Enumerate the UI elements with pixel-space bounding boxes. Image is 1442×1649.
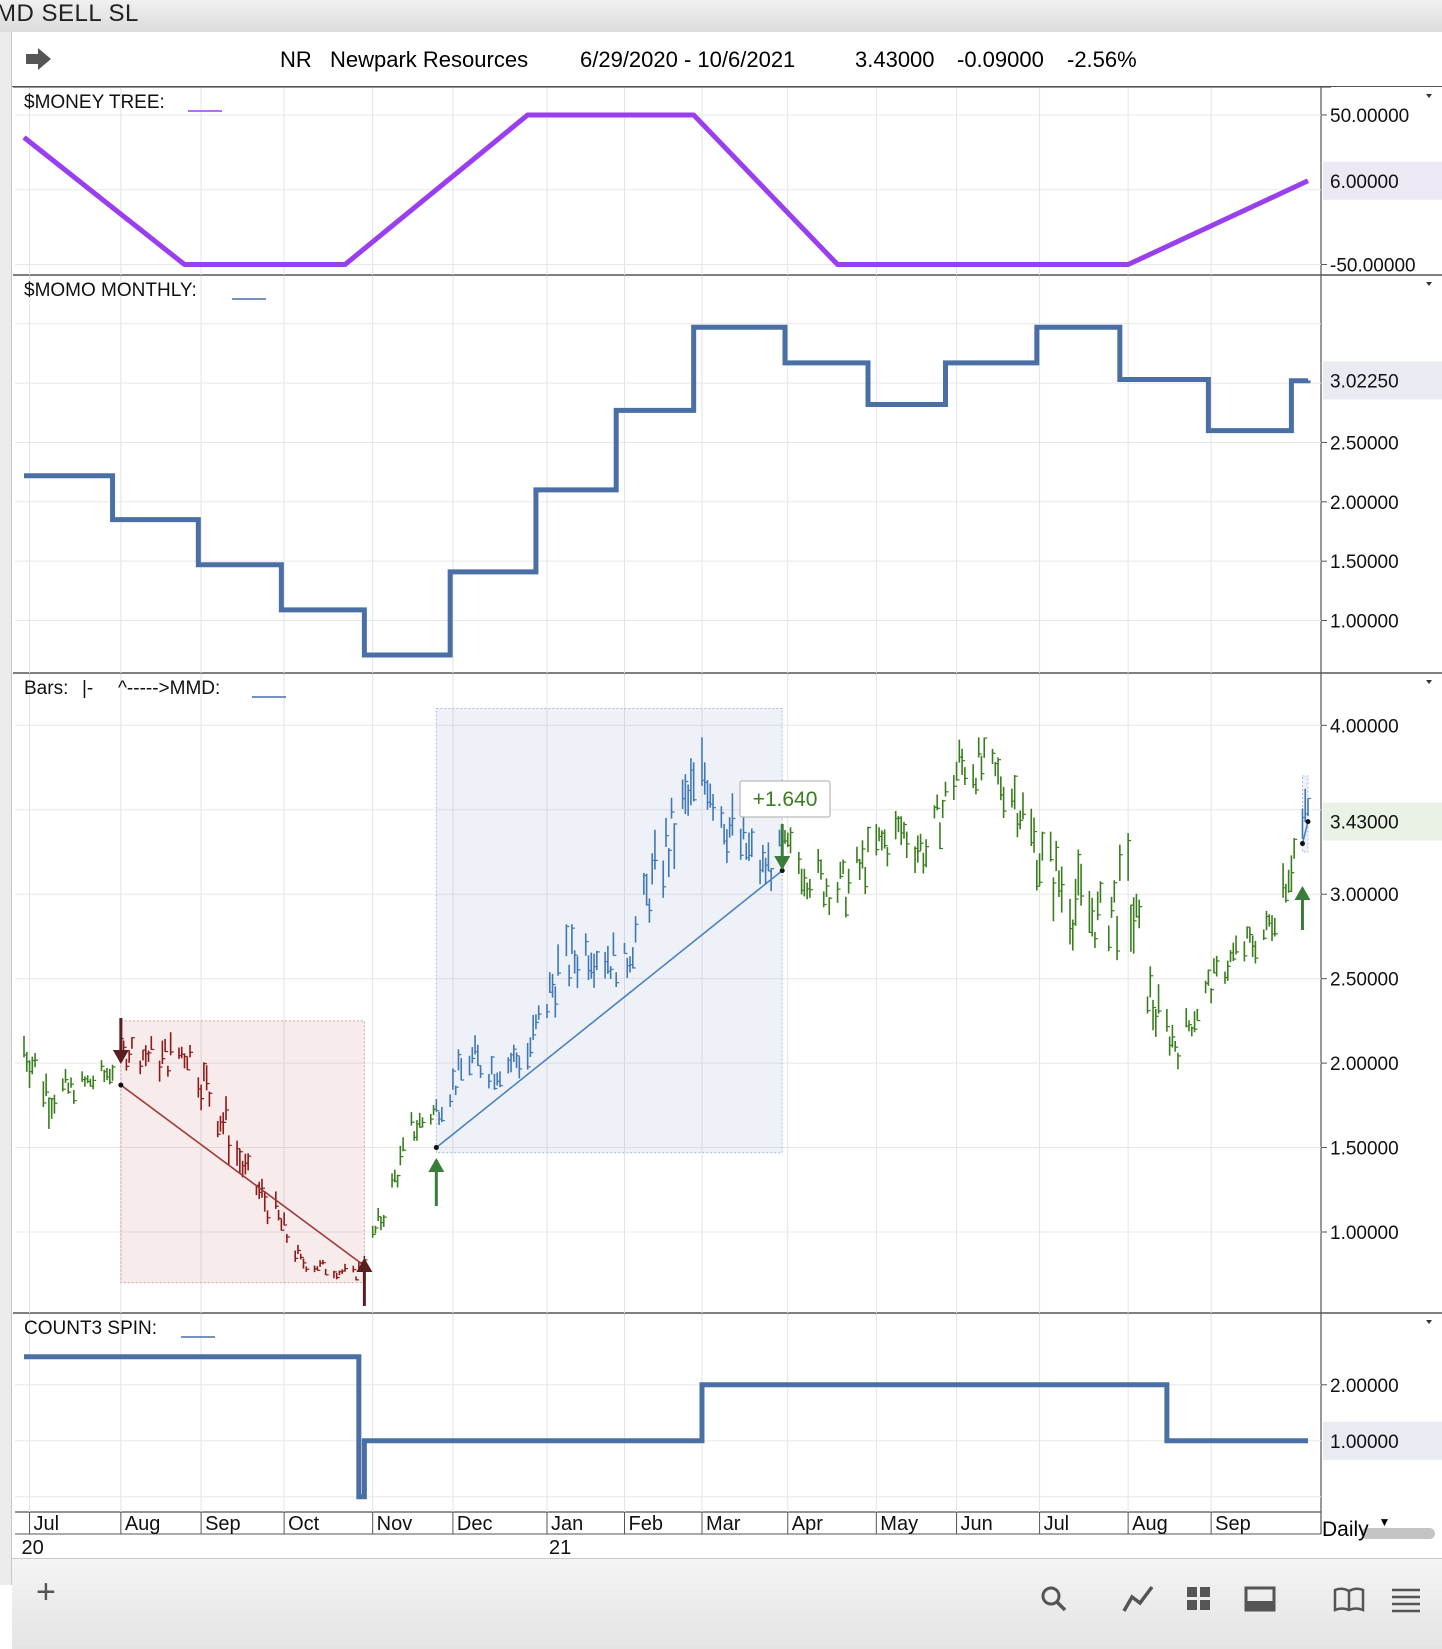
y-tick-label-momo: 2.00000 xyxy=(1330,493,1399,514)
current-value-label: 3.02250 xyxy=(1330,371,1399,392)
y-tick-label-bars: 4.00000 xyxy=(1330,716,1399,737)
x-tick-label: Apr xyxy=(792,1513,823,1535)
panel-menu-caret-icon[interactable] xyxy=(1426,282,1432,286)
search-icon[interactable] xyxy=(1040,1585,1068,1613)
gain-annotation: +1.640 xyxy=(739,780,831,818)
x-tick-label: Jul xyxy=(34,1513,60,1535)
x-year-label: 20 xyxy=(22,1537,44,1559)
period-label: Daily xyxy=(1322,1518,1369,1541)
y-tick-label-bars: 3.00000 xyxy=(1330,885,1399,906)
y-tick-label-momo: 2.50000 xyxy=(1330,433,1399,454)
forward-arrow-icon[interactable] xyxy=(24,46,54,72)
panel-title-money-tree: $MONEY TREE: xyxy=(24,92,165,113)
y-axes: 50.00000 -50.00000 2.50000 2.00000 1.50000 1.… xyxy=(1321,106,1442,1460)
header-symbol: NR xyxy=(280,47,312,72)
y-tick-label-count3: 2.00000 xyxy=(1330,1376,1399,1397)
panel-title-bars: Bars: xyxy=(24,678,68,699)
signal-arrow-head-up xyxy=(428,1158,445,1172)
header-change-pct: -2.56% xyxy=(1067,47,1137,72)
indicator-lines xyxy=(22,112,1311,1500)
current-value-badge xyxy=(1323,361,1442,400)
panel-menu-caret-icon[interactable] xyxy=(1426,94,1432,98)
menu-lines-icon[interactable] xyxy=(1390,1585,1422,1613)
panel-title-bars-suffix: |- xyxy=(82,678,93,699)
header-change: -0.09000 xyxy=(957,47,1044,72)
x-tick-label: May xyxy=(880,1513,918,1535)
x-tick-label: Aug xyxy=(125,1513,161,1535)
trade-boxes xyxy=(120,707,1309,1284)
line-chart-icon[interactable] xyxy=(1122,1585,1156,1613)
trade-line xyxy=(120,1084,365,1267)
panel-menu-caret-icon[interactable] xyxy=(1426,1320,1432,1324)
price-bars xyxy=(23,737,1311,1281)
x-axis: Jul Aug Sep Oct Nov Dec Jan Feb Mar Apr May Jun Jul A… xyxy=(22,1512,1251,1559)
chart-header: NR Newpark Resources 6/29/2020 - 10/6/20… xyxy=(12,32,1442,87)
panel-title-mmd: ^----->MMD: xyxy=(118,678,220,699)
gain-annotation-text: +1.640 xyxy=(753,788,818,811)
panel-layout-icon[interactable] xyxy=(1244,1585,1276,1613)
x-tick-label: Jun xyxy=(961,1513,993,1535)
y-tick-label-bars: 1.50000 xyxy=(1330,1139,1399,1160)
trade-point xyxy=(118,1082,124,1088)
signal-arrows xyxy=(112,824,1311,1306)
add-icon[interactable]: + xyxy=(36,1573,56,1611)
trade-point xyxy=(1299,841,1305,847)
current-value-badge xyxy=(1323,802,1442,841)
y-tick-label-money-tree: -50.00000 xyxy=(1330,256,1416,277)
trade-point xyxy=(433,1145,439,1151)
x-tick-label: Feb xyxy=(628,1513,662,1535)
chevron-down-icon: ▼ xyxy=(1378,1515,1391,1529)
y-tick-label-bars: 2.00000 xyxy=(1330,1054,1399,1075)
y-tick-label-momo: 1.00000 xyxy=(1330,612,1399,633)
x-year-label: 21 xyxy=(549,1537,571,1559)
horizontal-scrollbar[interactable] xyxy=(1361,1528,1435,1539)
period-selector[interactable]: Daily ▼ xyxy=(1322,1515,1390,1542)
grid-layout-icon[interactable] xyxy=(1185,1585,1213,1613)
bottom-toolbar: + xyxy=(12,1558,1442,1649)
current-value-badge xyxy=(1323,1421,1442,1460)
y-tick-label-bars: 1.00000 xyxy=(1330,1223,1399,1244)
header-name: Newpark Resources xyxy=(330,47,529,72)
trade-line xyxy=(1301,821,1309,844)
money-tree-line xyxy=(22,112,1310,268)
book-icon[interactable] xyxy=(1332,1585,1366,1613)
signal-arrow-head-up xyxy=(1294,886,1311,900)
signal-arrow-head-down xyxy=(774,856,791,870)
trade-point xyxy=(1305,819,1311,825)
momo-step-line xyxy=(24,324,1311,658)
count3-step-line xyxy=(24,1354,1308,1500)
signal-arrow-head-up xyxy=(356,1258,373,1272)
current-value-label: 1.00000 xyxy=(1330,1432,1399,1453)
x-tick-label: Jan xyxy=(551,1513,583,1535)
window-title: MD SELL SL xyxy=(0,0,139,27)
x-tick-label: Nov xyxy=(377,1513,413,1535)
trade-point xyxy=(779,868,785,874)
x-tick-label: Sep xyxy=(205,1513,241,1535)
panel-title-count3: COUNT3 SPIN: xyxy=(24,1318,157,1339)
current-value-badge xyxy=(1323,161,1442,200)
x-tick-label: Oct xyxy=(288,1513,320,1535)
x-tick-label: Aug xyxy=(1132,1513,1168,1535)
trade-lines xyxy=(118,819,1311,1269)
signal-arrow-head-down xyxy=(112,1050,129,1064)
header-date-range: 6/29/2020 - 10/6/2021 xyxy=(580,47,796,72)
panel-title-momo: $MOMO MONTHLY: xyxy=(24,280,197,301)
chart-canvas[interactable]: $MONEY TREE: $MOMO MONTHLY: Bars: |- ^--… xyxy=(0,0,1442,1560)
x-tick-label: Jul xyxy=(1044,1513,1070,1535)
current-value-label: 6.00000 xyxy=(1330,172,1399,193)
y-tick-label-bars: 2.50000 xyxy=(1330,970,1399,991)
x-tick-label: Mar xyxy=(706,1513,741,1535)
panel-menu-caret-icon[interactable] xyxy=(1426,680,1432,684)
y-tick-label-money-tree: 50.00000 xyxy=(1330,106,1409,127)
trade-line xyxy=(435,869,783,1149)
x-tick-label: Sep xyxy=(1215,1513,1251,1535)
y-tick-label-momo: 1.50000 xyxy=(1330,552,1399,573)
header-last: 3.43000 xyxy=(855,47,935,72)
x-tick-label: Dec xyxy=(457,1513,493,1535)
current-value-label: 3.43000 xyxy=(1330,813,1399,834)
left-edge xyxy=(0,32,12,1585)
